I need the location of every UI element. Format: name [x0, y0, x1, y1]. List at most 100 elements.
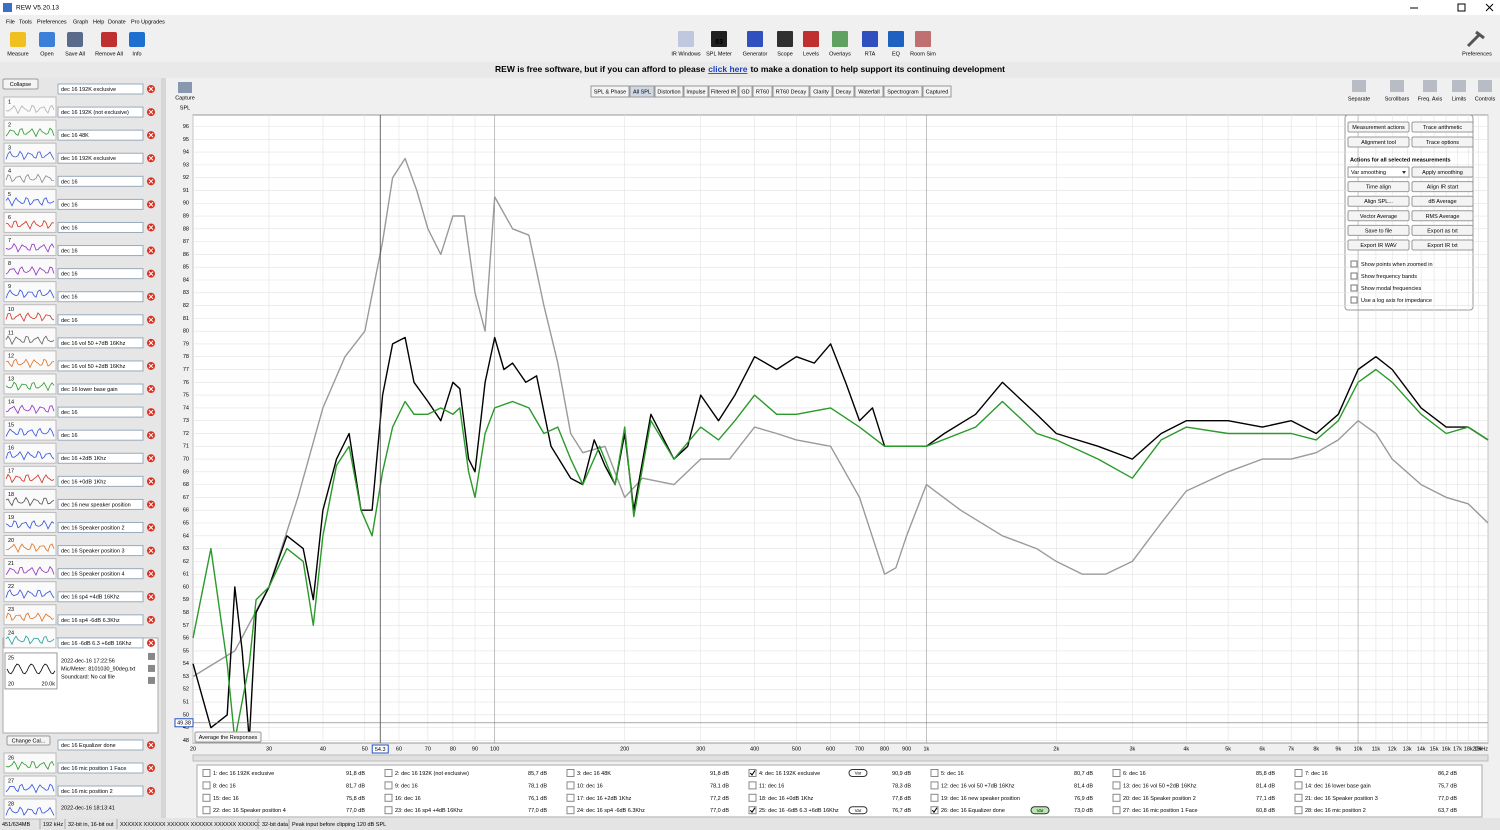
selected-thumbnail[interactable]	[4, 652, 58, 690]
toolbar-icon[interactable]	[862, 31, 878, 47]
toolbar-icon[interactable]	[888, 31, 904, 47]
toolbar-icon[interactable]	[803, 31, 819, 47]
graph-tab[interactable]	[629, 85, 655, 98]
measurement-name-box[interactable]	[57, 221, 144, 233]
action-button[interactable]	[1411, 181, 1474, 193]
measurement-thumbnail[interactable]	[3, 798, 57, 820]
graph-tab[interactable]	[708, 85, 739, 98]
smoothing-pill[interactable]	[1030, 806, 1050, 815]
measurement-thumbnail[interactable]	[3, 165, 57, 187]
action-button[interactable]	[1347, 210, 1410, 222]
measurement-thumbnail[interactable]	[3, 627, 57, 649]
banner-link[interactable]: click here	[708, 64, 747, 74]
change-cal-button[interactable]	[6, 735, 51, 746]
action-button[interactable]	[1347, 195, 1410, 207]
measurement-name-box[interactable]	[57, 591, 144, 603]
measurement-thumbnail[interactable]	[3, 258, 57, 280]
legend-checkbox[interactable]	[384, 806, 393, 815]
measurement-name-box[interactable]	[57, 106, 144, 118]
legend-checkbox[interactable]	[930, 806, 939, 815]
toolbar-icon[interactable]	[39, 32, 55, 47]
measurement-name-box[interactable]	[57, 268, 144, 280]
measurement-thumbnail[interactable]	[3, 350, 57, 372]
measurement-name-box[interactable]	[57, 475, 144, 487]
measurement-thumbnail[interactable]	[3, 419, 57, 441]
toolbar-icon[interactable]	[129, 32, 145, 47]
graph-tab[interactable]	[590, 85, 630, 98]
measurement-thumbnail[interactable]	[3, 581, 57, 603]
measurement-name-box[interactable]	[57, 314, 144, 326]
legend-checkbox[interactable]	[384, 769, 393, 777]
graph-tab[interactable]	[809, 85, 833, 98]
graph-tab[interactable]	[922, 85, 952, 98]
measurement-name-box[interactable]	[57, 291, 144, 303]
collapse-button[interactable]	[2, 78, 39, 90]
legend-checkbox[interactable]	[1294, 793, 1303, 802]
measurement-name-box[interactable]	[57, 406, 144, 418]
graph-tab[interactable]	[832, 85, 855, 98]
graph-tool-icon[interactable]	[1452, 80, 1466, 92]
toolbar-icon[interactable]	[678, 31, 694, 47]
measurement-name-box[interactable]	[57, 739, 144, 751]
legend-checkbox[interactable]	[202, 793, 211, 802]
measurement-name-box[interactable]	[57, 198, 144, 210]
measurement-name-box[interactable]	[57, 614, 144, 626]
measurement-tool-icon[interactable]	[148, 652, 155, 660]
graph-scrollbar[interactable]	[192, 754, 1489, 762]
measurement-name-box[interactable]	[57, 785, 144, 797]
measurement-name-box[interactable]	[57, 383, 144, 395]
graph-tab[interactable]	[854, 85, 884, 98]
legend-checkbox[interactable]	[748, 769, 757, 777]
legend-checkbox[interactable]	[202, 769, 211, 777]
graph-tool-icon[interactable]	[1423, 80, 1437, 92]
action-button[interactable]	[1347, 224, 1410, 236]
toolbar-icon[interactable]	[747, 31, 763, 47]
toolbar-icon[interactable]	[915, 31, 931, 47]
legend-checkbox[interactable]	[566, 806, 575, 815]
legend-checkbox[interactable]	[748, 781, 757, 790]
toolbar-icon[interactable]	[832, 31, 848, 47]
measurement-name-box[interactable]	[57, 637, 144, 649]
measurement-thumbnail[interactable]	[3, 96, 57, 118]
option-checkbox[interactable]	[1350, 284, 1358, 292]
action-button[interactable]	[1411, 166, 1474, 178]
legend-checkbox[interactable]	[1112, 781, 1121, 790]
graph-tab[interactable]	[738, 85, 753, 98]
measurement-name-box[interactable]	[57, 360, 144, 372]
measurement-name-box[interactable]	[57, 429, 144, 441]
legend-checkbox[interactable]	[1294, 806, 1303, 815]
capture-icon[interactable]	[178, 82, 192, 93]
action-button[interactable]	[1347, 121, 1410, 133]
legend-checkbox[interactable]	[1294, 769, 1303, 777]
toolbar-icon[interactable]	[1466, 30, 1485, 48]
action-button[interactable]	[1411, 136, 1474, 148]
measurement-name-box[interactable]	[57, 245, 144, 257]
measurement-name-box[interactable]	[57, 568, 144, 580]
measurement-tool-icon[interactable]	[148, 676, 155, 684]
legend-checkbox[interactable]	[566, 781, 575, 790]
graph-tab[interactable]	[654, 85, 684, 98]
action-button[interactable]	[1411, 210, 1474, 222]
legend-checkbox[interactable]	[1294, 781, 1303, 790]
toolbar-icon[interactable]	[777, 31, 793, 47]
toolbar-icon[interactable]	[10, 32, 26, 47]
toolbar-icon[interactable]	[101, 32, 117, 47]
measurement-name-box[interactable]	[57, 337, 144, 349]
graph-tab[interactable]	[772, 85, 810, 98]
legend-checkbox[interactable]	[1112, 769, 1121, 777]
measurement-thumbnail[interactable]	[3, 327, 57, 349]
legend-checkbox[interactable]	[566, 793, 575, 802]
measurement-name-box[interactable]	[57, 498, 144, 510]
measurement-thumbnail[interactable]	[3, 211, 57, 233]
measurement-name-box[interactable]	[57, 175, 144, 187]
legend-checkbox[interactable]	[202, 806, 211, 815]
legend-checkbox[interactable]	[930, 781, 939, 790]
measurement-thumbnail[interactable]	[3, 119, 57, 141]
legend-checkbox[interactable]	[1112, 793, 1121, 802]
action-button[interactable]	[1347, 181, 1410, 193]
graph-tool-icon[interactable]	[1352, 80, 1366, 92]
measurement-thumbnail[interactable]	[3, 373, 57, 395]
graph-tool-icon[interactable]	[1478, 80, 1492, 92]
legend-checkbox[interactable]	[1112, 806, 1121, 815]
action-button[interactable]	[1411, 121, 1474, 133]
